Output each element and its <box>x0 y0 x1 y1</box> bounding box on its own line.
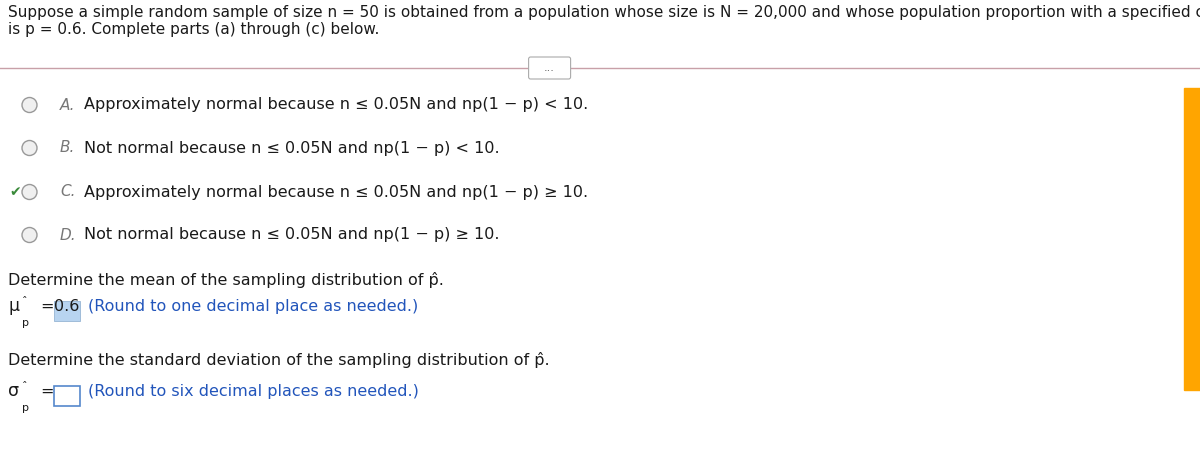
Text: (Round to one decimal place as needed.): (Round to one decimal place as needed.) <box>88 299 419 314</box>
Text: Not normal because n ≤ 0.05N and np(1 − p) < 10.: Not normal because n ≤ 0.05N and np(1 − … <box>84 140 499 156</box>
FancyBboxPatch shape <box>54 301 80 321</box>
Text: Determine the standard deviation of the sampling distribution of p̂.: Determine the standard deviation of the … <box>8 352 550 368</box>
Text: C.: C. <box>60 185 76 199</box>
Text: Not normal because n ≤ 0.05N and np(1 − p) ≥ 10.: Not normal because n ≤ 0.05N and np(1 − … <box>84 228 499 242</box>
Text: Approximately normal because n ≤ 0.05N and np(1 − p) ≥ 10.: Approximately normal because n ≤ 0.05N a… <box>84 185 588 199</box>
Circle shape <box>22 185 37 199</box>
Circle shape <box>22 140 37 156</box>
Circle shape <box>22 98 37 112</box>
Text: 0.6: 0.6 <box>54 299 79 314</box>
Text: Suppose a simple random sample of size n = 50 is obtained from a population whos: Suppose a simple random sample of size n… <box>8 5 1200 20</box>
Text: A.: A. <box>60 98 76 112</box>
Text: D.: D. <box>60 228 77 242</box>
Text: =: = <box>40 384 54 399</box>
Text: ˆ: ˆ <box>22 382 28 392</box>
Circle shape <box>22 228 37 242</box>
Text: p: p <box>22 318 29 328</box>
Text: Determine the mean of the sampling distribution of p̂.: Determine the mean of the sampling distr… <box>8 272 444 288</box>
Text: p: p <box>22 403 29 413</box>
Text: B.: B. <box>60 140 76 156</box>
Text: μ: μ <box>8 297 19 315</box>
Text: Approximately normal because n ≤ 0.05N and np(1 − p) < 10.: Approximately normal because n ≤ 0.05N a… <box>84 98 588 112</box>
Text: (Round to six decimal places as needed.): (Round to six decimal places as needed.) <box>88 384 419 399</box>
FancyBboxPatch shape <box>54 386 80 406</box>
Text: =: = <box>40 299 54 314</box>
Text: σ: σ <box>8 382 19 400</box>
Text: ˆ: ˆ <box>22 297 28 307</box>
FancyBboxPatch shape <box>529 57 571 79</box>
Text: ✔: ✔ <box>10 185 22 199</box>
Text: ...: ... <box>544 63 556 73</box>
Text: is p = 0.6. Complete parts (a) through (c) below.: is p = 0.6. Complete parts (a) through (… <box>8 22 379 37</box>
Bar <box>1184 88 1200 390</box>
